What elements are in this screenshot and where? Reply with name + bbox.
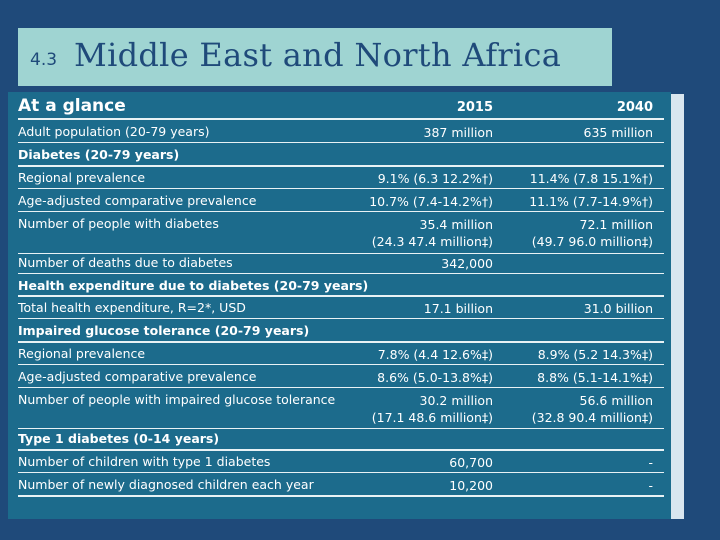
total-expenditure-2015: 17.1 billion <box>423 301 493 316</box>
t1-new-2015: 10,200 <box>449 478 493 493</box>
igt-regional-label: Regional prevalence <box>18 346 146 361</box>
t1-children-label: Number of children with type 1 diabetes <box>18 454 271 469</box>
t1-new-2040: - <box>648 478 653 493</box>
diabetes-section-heading: Diabetes (20-79 years) <box>18 147 180 162</box>
regional-prevalence-label: Regional prevalence <box>18 170 146 185</box>
row-divider <box>18 387 664 388</box>
igt-age-adjusted-2015: 8.6% (5.0-13.8%‡) <box>377 370 493 385</box>
age-adjusted-2040: 11.1% (7.7-14.9%†) <box>529 194 653 209</box>
section-rule <box>18 449 664 451</box>
adult-population-2040: 635 million <box>583 125 653 140</box>
row-divider <box>18 211 664 212</box>
bottom-rule <box>18 495 664 497</box>
row-divider <box>18 428 664 429</box>
year-2040-header: 2040 <box>616 100 653 115</box>
igt-people-2040: 56.6 million <box>579 393 653 408</box>
t1-section-heading: Type 1 diabetes (0-14 years) <box>18 431 220 446</box>
section-number: 4.3 <box>30 50 58 70</box>
row-divider <box>18 142 664 143</box>
title-banner: 4.3 Middle East and North Africa <box>18 28 612 86</box>
regional-prevalence-2040: 11.4% (7.8 15.1%†) <box>529 171 653 186</box>
row-divider <box>18 472 664 473</box>
age-adjusted-2015: 10.7% (7.4-14.2%†) <box>369 194 493 209</box>
igt-people-2015-range: (17.1 48.6 million‡) <box>371 410 493 425</box>
total-expenditure-2040: 31.0 billion <box>583 301 653 316</box>
total-expenditure-label: Total health expenditure, R=2*, USD <box>18 300 246 315</box>
section-rule <box>18 165 664 167</box>
year-2015-header: 2015 <box>456 100 493 115</box>
row-divider <box>18 188 664 189</box>
people-with-diabetes-2040: 72.1 million <box>579 217 653 232</box>
table-heading: At a glance <box>18 96 126 116</box>
row-divider <box>18 364 664 365</box>
t1-new-label: Number of newly diagnosed children each … <box>18 477 314 492</box>
people-with-diabetes-2015: 35.4 million <box>419 217 493 232</box>
igt-section-heading: Impaired glucose tolerance (20-79 years) <box>18 323 310 338</box>
t1-children-2015: 60,700 <box>449 455 493 470</box>
igt-people-2040-range: (32.8 90.4 million‡) <box>531 410 653 425</box>
regional-prevalence-2015: 9.1% (6.3 12.2%†) <box>377 171 493 186</box>
people-with-diabetes-label: Number of people with diabetes <box>18 216 219 231</box>
section-rule <box>18 341 664 343</box>
adult-population-2015: 387 million <box>423 125 493 140</box>
igt-regional-2015: 7.8% (4.4 12.6%‡) <box>377 347 493 362</box>
panel-edge <box>671 94 684 519</box>
row-divider <box>18 253 664 254</box>
people-with-diabetes-2040-range: (49.7 96.0 million‡) <box>531 234 653 249</box>
deaths-2015: 342,000 <box>441 256 493 271</box>
header-rule <box>18 118 664 120</box>
age-adjusted-label: Age-adjusted comparative prevalence <box>18 193 257 208</box>
people-with-diabetes-2015-range: (24.3 47.4 million‡) <box>371 234 493 249</box>
igt-age-adjusted-2040: 8.8% (5.1-14.1%‡) <box>537 370 653 385</box>
section-rule <box>18 295 664 297</box>
expenditure-section-heading: Health expenditure due to diabetes (20-7… <box>18 278 369 293</box>
t1-children-2040: - <box>648 455 653 470</box>
igt-people-label: Number of people with impaired glucose t… <box>18 392 336 407</box>
at-a-glance-table: At a glance 2015 2040 Adult population (… <box>8 92 671 519</box>
igt-age-adjusted-label: Age-adjusted comparative prevalence <box>18 369 257 384</box>
igt-regional-2040: 8.9% (5.2 14.3%‡) <box>537 347 653 362</box>
row-divider <box>18 273 664 274</box>
deaths-label: Number of deaths due to diabetes <box>18 255 233 270</box>
row-divider <box>18 318 664 319</box>
igt-people-2015: 30.2 million <box>419 393 493 408</box>
adult-population-label: Adult population (20-79 years) <box>18 124 210 139</box>
page-title: Middle East and North Africa <box>74 36 562 74</box>
